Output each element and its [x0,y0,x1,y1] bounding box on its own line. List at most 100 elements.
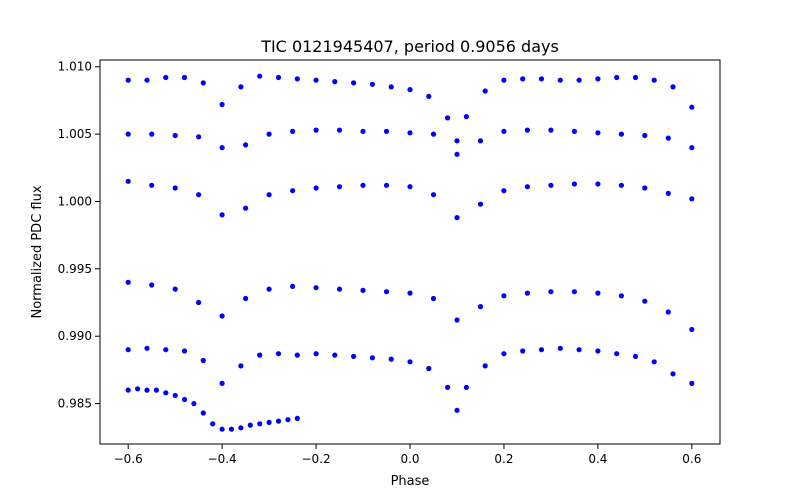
data-point [388,84,394,90]
data-point [407,87,413,93]
data-point [426,365,432,372]
x-tick-label: −0.6 [114,452,143,466]
y-tick-label: 1.005 [58,127,92,141]
data-point [149,182,155,188]
data-point [576,347,582,353]
data-point [336,184,343,190]
data-point [538,76,545,82]
y-axis-label: Normalized PDC flux [30,185,45,318]
data-point [407,184,413,190]
data-point [369,355,375,361]
chart-title: TIC 0121945407, period 0.9056 days [260,37,559,56]
data-point [665,190,671,196]
data-point [618,293,625,299]
data-point [125,178,131,184]
data-point [149,282,155,288]
data-point [501,77,507,83]
data-point [172,132,178,139]
data-point [144,387,150,393]
data-point [642,298,648,304]
data-point [163,74,169,81]
data-point [290,128,296,134]
data-point [454,215,460,221]
data-point [336,127,343,133]
x-tick-label: −0.4 [208,452,237,466]
y-tick-label: 1.010 [58,60,92,74]
data-point [172,286,178,292]
y-axis-ticks: 0.985 0.990 0.995 1.000 1.005 1.010 [58,60,100,411]
data-point [172,392,178,399]
data-point [477,138,484,144]
data-point [524,184,531,190]
data-point [219,380,225,386]
data-point [501,351,507,357]
data-point [125,131,131,137]
data-point [632,74,639,81]
data-point [290,188,296,194]
data-point [313,285,319,291]
data-point [454,151,460,157]
data-point [219,212,225,218]
data-point [238,363,244,369]
data-point [595,76,601,82]
data-point [651,359,657,365]
data-point [454,407,460,413]
data-point [383,182,390,188]
data-point [383,289,390,295]
data-point [477,304,484,310]
data-point [595,290,601,296]
data-point [426,93,432,99]
data-point [383,128,390,134]
data-point [313,351,319,357]
data-point [520,76,526,82]
data-point [200,357,206,364]
data-point [200,410,206,416]
data-point [332,79,338,85]
y-tick-label: 0.985 [58,397,92,411]
x-tick-label: 0.2 [494,452,513,466]
data-point [294,415,300,421]
data-point [266,286,272,292]
data-point [290,283,296,289]
x-tick-label: 0.6 [682,452,701,466]
data-point [524,127,531,133]
data-point [501,128,507,134]
data-point [181,348,188,354]
data-point [482,88,488,94]
data-point [144,77,150,83]
data-point [219,145,225,151]
data-point [153,387,159,393]
data-point [388,356,394,362]
data-point [275,351,282,357]
data-point [520,348,526,354]
data-point [445,115,451,121]
data-point [463,384,469,390]
data-point [482,363,488,369]
data-point [247,422,253,428]
data-point [642,132,648,139]
data-point [618,131,625,137]
y-tick-label: 0.990 [58,329,92,343]
data-point [665,135,671,141]
data-point [266,419,272,425]
data-point [689,104,695,110]
data-point [670,371,676,377]
x-tick-label: 0.4 [588,452,607,466]
data-point [407,290,413,296]
data-point [163,347,169,353]
data-point [275,74,282,81]
data-point [257,73,263,79]
data-point [571,289,578,295]
data-point [595,181,601,187]
plot-area [100,60,720,444]
data-point [181,396,188,403]
data-point [670,84,676,90]
data-point [571,128,578,134]
data-point [538,347,545,353]
data-point [238,425,244,431]
data-point [149,131,155,137]
data-point [548,127,554,133]
y-tick-label: 1.000 [58,194,92,208]
data-point [369,81,375,87]
data-point [524,290,531,296]
